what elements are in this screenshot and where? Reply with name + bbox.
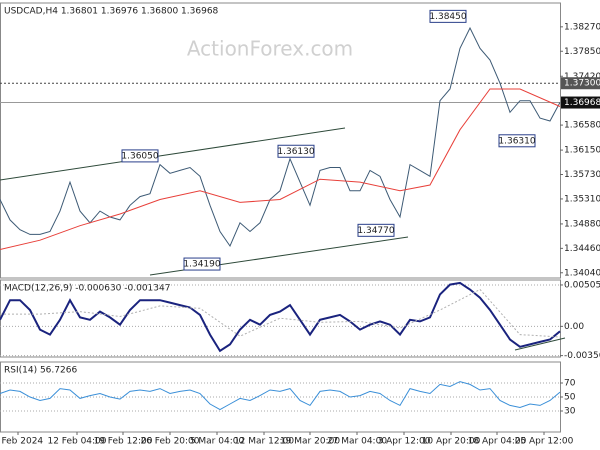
x-tick-label: 12 Mar 12:00 bbox=[234, 437, 294, 447]
price-level-box bbox=[561, 77, 600, 90]
series-line bbox=[0, 88, 561, 250]
series-line bbox=[0, 26, 561, 248]
y-tick-label: 1.34040 bbox=[564, 268, 600, 278]
y-tick-label: 1.35730 bbox=[564, 170, 600, 180]
price-level-label: 1.36968 bbox=[564, 98, 600, 108]
x-tick-label: 19 Mar 20:00 bbox=[280, 437, 340, 447]
channel-upper bbox=[0, 127, 346, 181]
x-tick-label: 12 Feb 04:00 bbox=[47, 437, 106, 447]
series-line bbox=[0, 288, 561, 338]
annotation-label: 1.38450 bbox=[429, 12, 466, 22]
price-level-label: 1.37300 bbox=[564, 79, 600, 89]
y-tick-label: 50 bbox=[564, 393, 576, 403]
x-tick-label: 19 Feb 12:00 bbox=[93, 437, 152, 447]
price-panel bbox=[0, 2, 561, 279]
y-tick-label: 70 bbox=[564, 379, 576, 389]
y-tick-label: -0.003569 bbox=[564, 351, 600, 361]
y-tick-label: 1.34880 bbox=[564, 219, 600, 229]
x-tick-label: 10 Apr 20:00 bbox=[422, 437, 481, 447]
y-tick-label: 1.37420 bbox=[564, 72, 600, 82]
series-line bbox=[0, 381, 561, 411]
y-tick-label: 1.37850 bbox=[564, 47, 600, 57]
annotation-box bbox=[498, 134, 536, 148]
y-tick-label: 0.005054 bbox=[564, 280, 600, 290]
x-tick-label: 2 Feb 2024 bbox=[0, 437, 43, 447]
y-tick-label: 30 bbox=[564, 407, 576, 417]
x-tick-label: 18 Apr 04:00 bbox=[468, 437, 527, 447]
annotation-label: 1.36050 bbox=[121, 151, 158, 161]
x-tick-label: 26 Feb 20:00 bbox=[140, 437, 199, 447]
y-tick-label: 1.36150 bbox=[564, 146, 600, 156]
annotation-box bbox=[183, 257, 221, 271]
y-tick-label: 1.35310 bbox=[564, 194, 600, 204]
x-tick-label: 3 Apr 12:00 bbox=[378, 437, 431, 447]
annotation-box bbox=[277, 144, 315, 158]
price-level-box bbox=[561, 96, 600, 109]
annotation-label: 1.36130 bbox=[277, 147, 314, 157]
annotation-box bbox=[121, 149, 159, 163]
x-tick-label: 25 Apr 12:00 bbox=[515, 437, 574, 447]
annotation-box bbox=[357, 223, 395, 237]
macd-trend-line bbox=[514, 337, 566, 351]
y-tick-label: 1.36580 bbox=[564, 121, 600, 131]
annotation-label: 1.34190 bbox=[183, 260, 220, 270]
annotation-box bbox=[429, 9, 467, 23]
panel-title: MACD(12,26,9) -0.000630 -0.001347 bbox=[4, 284, 170, 294]
x-tick-label: 5 Mar 04:00 bbox=[190, 437, 245, 447]
annotation-label: 1.36310 bbox=[498, 136, 535, 146]
annotation-label: 1.34770 bbox=[357, 226, 394, 236]
y-tick-label: 1.34460 bbox=[564, 244, 600, 254]
y-tick-label: 1.38270 bbox=[564, 22, 600, 32]
series-line bbox=[0, 281, 561, 353]
watermark: ActionForex.com bbox=[187, 37, 353, 61]
y-tick-label: 0.00 bbox=[564, 322, 584, 332]
panel-title: USDCAD,H4 1.36801 1.36976 1.36800 1.3696… bbox=[4, 7, 219, 17]
panel-title: RSI(14) 56.7266 bbox=[4, 366, 77, 376]
x-tick-label: 27 Mar 04:00 bbox=[327, 437, 387, 447]
